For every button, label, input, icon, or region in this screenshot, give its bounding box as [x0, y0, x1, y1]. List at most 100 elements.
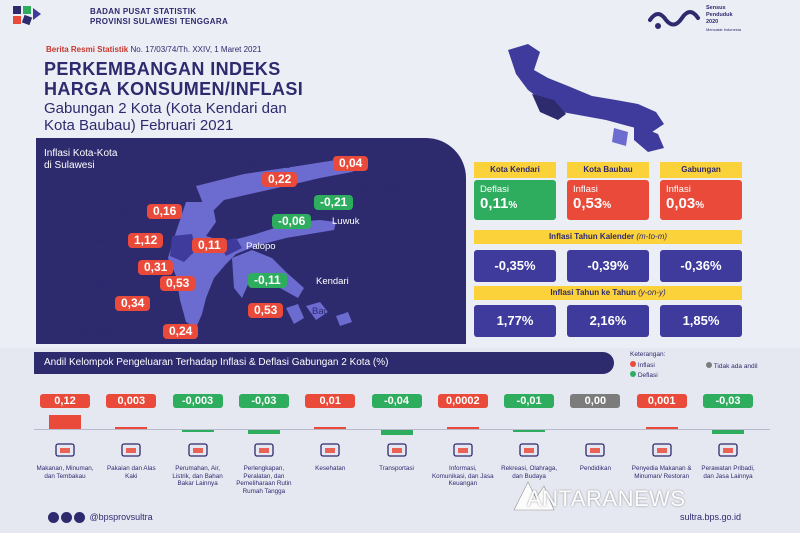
andil-value-6: 0,0002	[437, 394, 488, 408]
city-value-gorontalo: 0,22	[262, 172, 298, 187]
title-line2: HARGA KONSUMEN/INFLASI	[44, 79, 304, 99]
city-name-luwuk: Luwuk	[332, 216, 360, 227]
org-line2: PROVINSI SULAWESI TENGGARA	[90, 17, 229, 26]
instagram-icon[interactable]	[61, 512, 72, 524]
city-name-palu: Palu	[113, 206, 133, 217]
andil-bar-4	[314, 427, 347, 429]
restaurant-icon	[652, 443, 672, 457]
youtube-icon[interactable]	[74, 512, 85, 524]
facebook-icon[interactable]	[48, 512, 59, 524]
andil-label-5: Transportasi	[379, 465, 414, 472]
release-number: No. 17/03/74/Th. XXIV, 1 Maret 2021	[130, 45, 262, 54]
city-value-luwuk: -0,06	[272, 214, 312, 229]
legend-item-none: Tidak ada andil	[706, 362, 766, 370]
andil-value-1: 0,003	[106, 394, 157, 408]
sultra-province-map	[508, 44, 664, 152]
city-value-pare-pare: 0,31	[138, 260, 174, 275]
calendar-baubau: -0,39%	[567, 250, 649, 282]
andil-value-0: 0,12	[40, 394, 90, 408]
title-line1: PERKEMBANGAN INDEKS	[44, 59, 281, 79]
monthly-baubau-value: 0,53%	[573, 195, 643, 214]
household-icon	[254, 443, 274, 457]
food-icon	[55, 443, 75, 457]
andil-value-4: 0,01	[305, 394, 356, 408]
andil-value-2: -0,003	[172, 394, 223, 408]
subtitle-line2: Kota Baubau) Februari 2021	[44, 117, 234, 134]
clothing-icon	[121, 443, 141, 457]
legend-label-inflasi: Inflasi	[637, 362, 655, 369]
release-label: Berita Resmi Statistik	[46, 45, 129, 54]
city-value-mamuju: 1,12	[128, 233, 164, 248]
andil-value-3: -0,03	[238, 394, 289, 408]
yoy-gabungan: 1,85%	[660, 305, 742, 337]
sp-line2: Penduduk	[706, 12, 733, 18]
yoy-band: Inflasi Tahun ke Tahun (y-on-y)	[474, 286, 742, 300]
bps-logo-icon	[13, 6, 41, 26]
andil-label-6: Informasi, Komunikasi, dan Jasa Keuangan	[431, 465, 494, 487]
andil-value-10: -0,03	[703, 394, 753, 408]
sensus-penduduk-text: Sensus Penduduk 2020 Mencatat Indonesia	[706, 5, 741, 33]
yoy-baubau: 2,16%	[567, 305, 649, 337]
andil-bar-9	[645, 427, 678, 429]
monthly-kendari-label: Deflasi	[480, 184, 510, 195]
andil-section	[0, 348, 800, 533]
legend-label-deflasi: Deflasi	[637, 372, 658, 379]
bicycle-icon	[519, 443, 539, 457]
andil-value-9: 0,001	[636, 394, 687, 408]
city-value-palopo: 0,11	[192, 238, 227, 253]
house-icon	[187, 443, 208, 457]
yoy-kendari: 1,77%	[474, 305, 556, 337]
andil-bar-5	[380, 430, 413, 435]
subtitle-line1: Gabungan 2 Kota (Kota Kendari dan	[44, 100, 287, 117]
social-handles: @bpsprovsultra	[48, 512, 153, 524]
legend: Keterangan: Inflasi Deflasi	[630, 351, 665, 379]
col-head-kendari: Kota Kendari	[474, 162, 556, 178]
calendar-band: Inflasi Tahun Kalender (m-to-m)	[474, 230, 742, 244]
city-value-makassar: 0,34	[115, 296, 151, 311]
city-value-palu: 0,16	[147, 204, 183, 219]
city-name-kendari: Kendari	[316, 276, 349, 287]
website-url[interactable]: sultra.bps.go.id	[680, 512, 742, 522]
andil-label-4: Kesehatan	[315, 465, 346, 472]
legend-label-none: Tidak ada andil	[713, 363, 758, 370]
andil-label-9: Penyedia Makanan & Minuman/ Restoran	[631, 465, 692, 480]
city-name-pare-pare: Pare-Pare	[64, 263, 108, 274]
andil-title: Andil Kelompok Pengeluaran Terhadap Infl…	[44, 357, 389, 368]
calendar-note: (m-to-m)	[636, 232, 668, 241]
andil-bar-10	[712, 430, 744, 434]
social-handle-text[interactable]: @bpsprovsultra	[89, 512, 153, 522]
city-value-bulukumba: 0,24	[163, 324, 199, 339]
andil-label-10: Perawatan Pribadi, dan Jasa Lainnya	[701, 465, 755, 480]
andil-bar-3	[247, 430, 280, 434]
andil-label-7: Rekreasi, Olahraga, dan Budaya	[501, 465, 558, 480]
monthly-kendari-number: 0,11	[480, 195, 509, 212]
monthly-gabungan-value: 0,03%	[666, 195, 736, 214]
city-name-makassar: Makassar	[66, 298, 108, 309]
yoy-label: Inflasi Tahun ke Tahun	[550, 288, 636, 297]
antaranews-logo-icon	[513, 481, 555, 511]
city-value-watampone: 0,53	[160, 276, 196, 291]
plane-icon	[386, 443, 407, 457]
andil-bar-0	[49, 415, 81, 429]
andil-value-8: 0,00	[570, 394, 621, 408]
calendar-kendari: -0,35%	[474, 250, 556, 282]
andil-label-0: Makanan, Minuman, dan Tembakau	[36, 465, 94, 480]
andil-label-3: Perlengkapan, Peralatan, dan Pemeliharaa…	[236, 465, 292, 495]
organization-name: BADAN PUSAT STATISTIK PROVINSI SULAWESI …	[90, 7, 228, 27]
legend-dot-deflasi	[630, 371, 636, 377]
sensus-penduduk-logo-icon	[648, 10, 700, 29]
col-head-gabungan: Gabungan	[660, 162, 742, 178]
personal-care-icon	[718, 443, 738, 457]
page-title: PERKEMBANGAN INDEKS HARGA KONSUMEN/INFLA…	[44, 59, 303, 99]
city-value-kendari: -0,11	[248, 273, 287, 288]
computer-icon	[453, 443, 473, 457]
monthly-gabungan: Inflasi 0,03%	[660, 180, 742, 220]
health-icon	[320, 443, 340, 457]
map-caption-line2: di Sulawesi	[44, 160, 95, 171]
city-name-kotamobagu: Kotamobagu	[352, 181, 406, 192]
map-caption-line1: Inflasi Kota-Kota	[44, 148, 118, 159]
andil-bar-7	[513, 430, 546, 432]
map-caption: Inflasi Kota-Kota di Sulawesi	[44, 148, 117, 172]
city-name-mamuju: Mamuju	[90, 235, 124, 246]
legend-item-inflasi: Inflasi	[630, 361, 665, 369]
